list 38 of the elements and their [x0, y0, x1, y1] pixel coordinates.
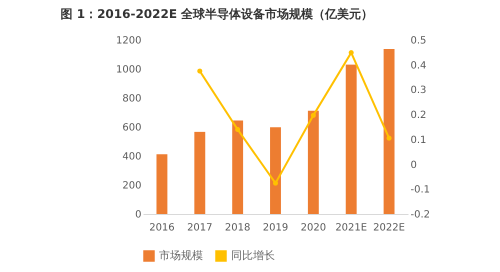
chart-title: 图 1：2016-2022E 全球半导体设备市场规模（亿美元） — [60, 7, 374, 21]
legend-label: 市场规模 — [159, 249, 203, 262]
point — [386, 136, 392, 141]
point — [348, 50, 354, 56]
y-tick-label: 1200 — [116, 36, 142, 46]
y2-tick-label: -0.1 — [410, 184, 430, 196]
y-tick-label: 600 — [122, 122, 142, 134]
x-tick-label: 2016 — [149, 222, 175, 234]
point — [235, 126, 240, 132]
bar — [308, 110, 319, 214]
x-tick-label: 2021E — [335, 222, 368, 234]
y2-tick-label: 0.4 — [410, 60, 426, 72]
y-tick-label: 200 — [122, 180, 142, 192]
y-tick-label: 0 — [135, 210, 142, 220]
y2-tick-label: -0.2 — [410, 210, 430, 220]
y2-tick-label: 0.5 — [410, 36, 426, 46]
x-tick-label: 2019 — [262, 222, 288, 234]
bar — [384, 48, 395, 214]
bar — [194, 132, 206, 214]
y-tick-label: 800 — [122, 94, 142, 104]
x-tick-label: 2020 — [300, 222, 326, 234]
x-tick-label: 2022E — [373, 222, 405, 234]
point — [273, 180, 278, 186]
y2-tick-label: 0.3 — [410, 85, 426, 96]
point — [197, 68, 202, 74]
x-tick-label: 2017 — [187, 222, 213, 234]
bar — [156, 154, 168, 214]
x-tick-label: 2018 — [224, 222, 250, 234]
y2-tick-label: 0 — [410, 160, 417, 171]
y2-tick-label: 0.2 — [410, 110, 426, 122]
bar — [270, 127, 281, 214]
y-tick-label: 400 — [122, 152, 142, 162]
legend-label: 同比增长 — [231, 249, 275, 262]
y2-tick-label: 0.1 — [410, 134, 426, 146]
bar — [346, 64, 357, 214]
bar — [232, 120, 244, 214]
point — [310, 112, 316, 118]
y-tick-label: 1000 — [116, 64, 142, 76]
